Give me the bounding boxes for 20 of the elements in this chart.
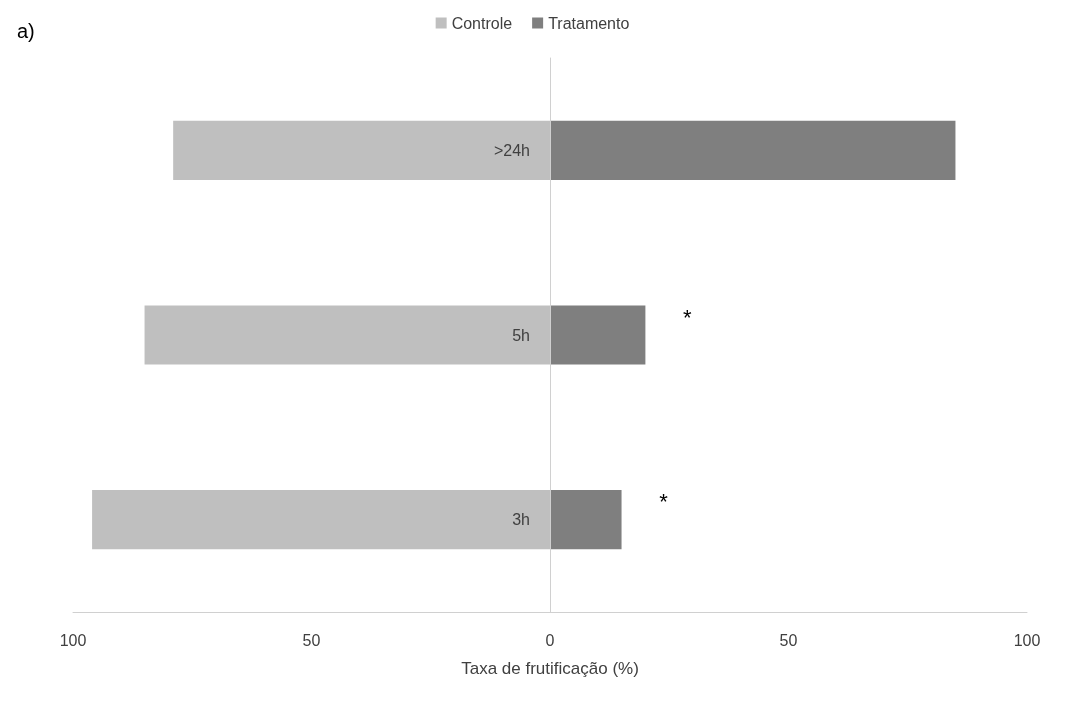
y-tick-label: 5h — [512, 326, 530, 344]
y-tick-label: 3h — [512, 511, 530, 529]
x-tick-label: 0 — [545, 631, 555, 649]
y-tick-label: >24h — [493, 141, 530, 159]
annotation: * — [683, 304, 693, 330]
bar — [173, 120, 550, 180]
bar — [144, 305, 550, 365]
bar — [550, 120, 956, 180]
x-tick-label: 100 — [1013, 631, 1041, 649]
legend-label: Controle — [451, 14, 513, 32]
annotation: * — [659, 489, 669, 515]
legend-label: Tratamento — [548, 14, 630, 32]
bar — [550, 490, 622, 550]
x-tick-label: 50 — [302, 631, 321, 649]
bar — [550, 305, 646, 365]
x-axis-title: Taxa de frutificação (%) — [461, 659, 639, 678]
x-tick-label: 50 — [779, 631, 798, 649]
bar — [92, 490, 550, 550]
chart-title: a) — [17, 20, 35, 42]
x-tick-label: 100 — [59, 631, 87, 649]
